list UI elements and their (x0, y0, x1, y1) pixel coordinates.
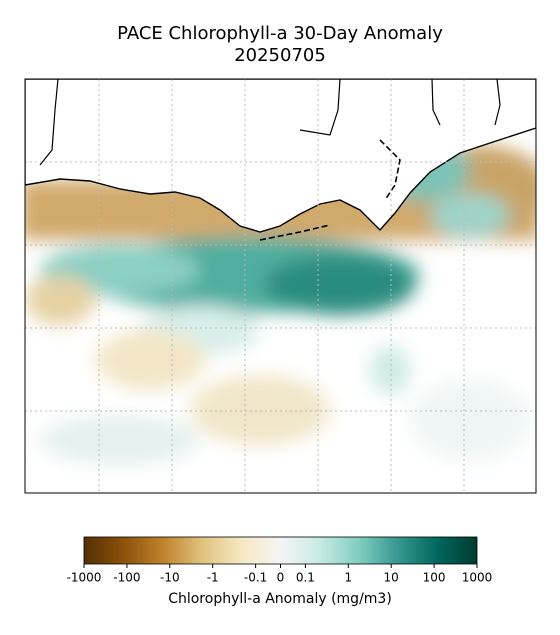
map-date: 20250705 (234, 45, 326, 66)
colorbar-tick-label: -1 (207, 571, 219, 585)
colorbar (83, 536, 478, 565)
colorbar-tick-label: 1000 (462, 571, 493, 585)
colorbar-tick-label: 100 (423, 571, 446, 585)
colorbar-tick-label: -1000 (67, 571, 102, 585)
colorbar-tick-label: 0 (277, 571, 285, 585)
map-area (25, 79, 536, 493)
colorbar-tick-label: -100 (113, 571, 140, 585)
colorbar-tick-label: 1 (344, 571, 352, 585)
colorbar-tick-label: 0.1 (296, 571, 315, 585)
colorbar-tick-label: 10 (384, 571, 399, 585)
colorbar-tick-label: -10 (160, 571, 180, 585)
map-title: PACE Chlorophyll-a 30-Day Anomaly (117, 23, 443, 44)
map-frame (24, 78, 537, 494)
colorbar-label: Chlorophyll-a Anomaly (mg/m3) (168, 591, 392, 607)
colorbar-ticks: -1000 -100 -10 -1 -0.1 0 0.1 1 10 100 1000 (67, 564, 493, 585)
colorbar-tick-label: -0.1 (244, 571, 267, 585)
